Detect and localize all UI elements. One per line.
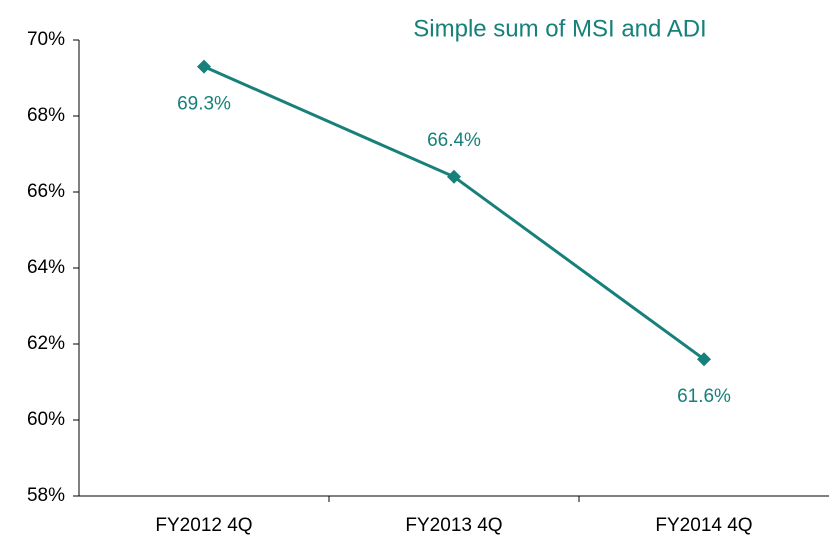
y-tick-label: 60% — [27, 409, 65, 430]
y-tick-label: 64% — [27, 257, 65, 278]
data-label: 61.6% — [677, 386, 731, 407]
marker — [197, 59, 211, 74]
y-tick-label: 70% — [27, 29, 65, 50]
data-label: 66.4% — [427, 130, 481, 151]
x-tick-label: FY2012 4Q — [155, 515, 252, 536]
y-tick-label: 68% — [27, 105, 65, 126]
y-tick-label: 62% — [27, 333, 65, 354]
marker — [697, 352, 711, 367]
y-tick-label: 66% — [27, 181, 65, 202]
y-tick-label: 58% — [27, 485, 65, 506]
data-label: 69.3% — [177, 94, 231, 115]
x-tick-label: FY2014 4Q — [655, 515, 752, 536]
chart-title: Simple sum of MSI and ADI — [413, 15, 706, 42]
line — [203, 65, 705, 361]
x-tick-label: FY2013 4Q — [405, 515, 502, 536]
marker — [447, 169, 461, 184]
